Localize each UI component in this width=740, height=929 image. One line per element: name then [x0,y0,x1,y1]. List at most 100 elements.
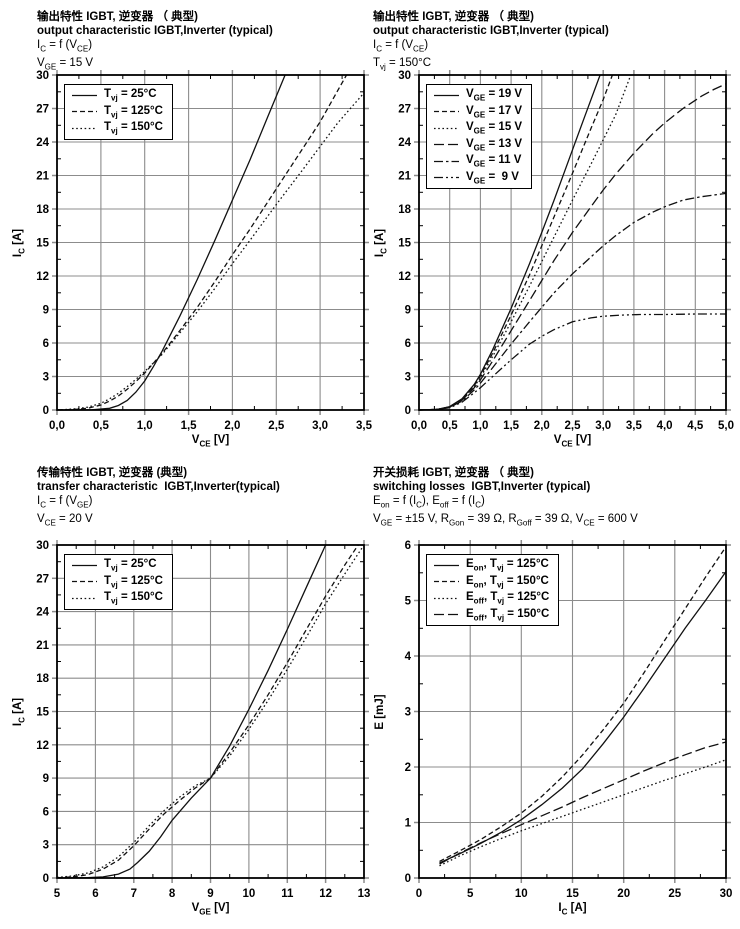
y-axis-title: E [mJ] [374,693,386,730]
x-tick-label: 11 [281,888,294,900]
legend-entry: Eoff, Tvj = 150°C [433,607,549,624]
series-line-2 [56,92,365,411]
y-tick-label: 0 [405,405,411,417]
series-line-0 [439,571,727,864]
x-tick-label: 0,0 [411,420,427,432]
chart-header: 传输特性 IGBT, 逆变器 (典型) transfer characteris… [37,466,280,531]
series-line-4 [418,192,727,411]
plot-frame [56,544,365,879]
chart-condition-2: Tvj = 150°C [373,57,432,72]
series-line-5 [418,313,726,411]
legend-label: Eoff, Tvj = 150°C [466,607,550,622]
x-tick-label: 5,0 [718,420,734,432]
legend-line-sample [72,564,97,566]
legend-entry: Tvj = 25°C [71,87,163,104]
x-tick-label: 9 [207,888,213,900]
legend-entry: Eon, Tvj = 125°C [433,557,549,574]
plot-frame [418,544,727,879]
plot-area: 0,0 0,5 1,0 1,5 2,0 2,5 3,0 3,5 0 3 6 9 12 15 18 21 24 27… [12,69,378,461]
x-tick-label: 6 [92,888,98,900]
y-tick-label: 6 [43,338,49,350]
x-axis-title: VGE [V] [191,902,230,917]
legend: Tvj = 25°C Tvj = 125°C Tvj = 150°C [64,84,173,140]
chart-title-en: transfer characteristic IGBT,Inverter(ty… [37,481,280,493]
y-tick-label: 15 [36,707,49,719]
legend-line-sample [72,581,97,583]
series-line-1 [56,74,348,411]
legend-entry: Tvj = 150°C [71,590,163,607]
plot-svg: 0 5 10 15 20 25 30 0 1 2 3 4 5 6 [405,540,733,900]
x-tick-label: 30 [720,888,733,900]
legend-entry: VGE = 17 V [433,104,522,121]
legend-label: Tvj = 125°C [104,104,163,119]
chart-title-en: output characteristic IGBT,Inverter (typ… [373,25,609,37]
plot-area: 0,0 0,5 1,0 1,5 2,0 2,5 3,0 3,5 4,0 4,5 5,0 0 3 6 9 12 1… [374,69,740,461]
chart-title-zh: 输出特性 IGBT, 逆变器 （ 典型) [37,11,198,23]
plot-area: 5 6 7 8 9 10 11 12 13 0 3 6 9 12 15 18 21 24 27 30 VGE [V] IC… [12,539,378,929]
legend-entry: Tvj = 125°C [71,574,163,591]
series-line-0 [56,544,327,879]
legend-line-sample [72,111,97,113]
series-line-3 [439,741,727,865]
y-axis-title: IC [A] [374,228,389,257]
y-tick-label: 0 [43,405,49,417]
x-tick-label: 13 [358,888,371,900]
y-tick-label: 12 [36,740,49,752]
series-line-1 [56,544,359,879]
chart-title-zh: 传输特性 IGBT, 逆变器 (典型) [37,467,188,479]
y-tick-label: 9 [43,305,49,317]
legend-label: VGE = 13 V [466,137,523,152]
x-axis-title: VCE [V] [553,434,592,449]
legend-line-sample [434,127,459,129]
x-tick-label: 4,5 [687,420,704,432]
legend-label: VGE = 15 V [466,121,523,136]
legend-label: Eon, Tvj = 150°C [466,574,549,589]
y-tick-label: 24 [398,137,411,149]
chart-condition-2: VGE = 15 V [37,57,94,72]
chart-condition-1: IC = f (VGE) [37,495,93,510]
series-line-1 [439,546,727,862]
legend-line-sample [434,111,459,113]
legend-label: VGE = 19 V [466,88,523,103]
chart-condition-1: IC = f (VCE) [373,39,429,54]
chart-title-en: output characteristic IGBT,Inverter (typ… [37,25,273,37]
series-line-3 [418,83,727,411]
legend: VGE = 19 V VGE = 17 V VGE = 15 V VGE = 13 V… [426,84,533,189]
chart-output-characteristic-vge-family: 输出特性 IGBT, 逆变器 （ 典型) output characterist… [370,0,740,459]
legend-line-sample [72,597,97,599]
legend-label: Tvj = 25°C [104,558,157,573]
x-tick-label: 1,0 [472,420,488,432]
legend-line-sample [72,94,97,96]
y-tick-label: 3 [405,372,411,384]
series-line-2 [56,544,365,879]
y-tick-label: 1 [405,818,412,830]
chart-switching-losses: 开关损耗 IGBT, 逆变器 （ 典型) switching losses IG… [370,459,740,918]
x-axis-title: IC [A] [558,902,587,917]
y-tick-label: 4 [405,651,412,663]
legend-line-sample [72,127,97,129]
y-tick-label: 6 [43,806,49,818]
chart-condition-1: Eon = f (IC), Eoff = f (IC) [373,495,485,510]
legend-label: Tvj = 125°C [104,574,163,589]
x-tick-label: 3,0 [312,420,328,432]
series-line-0 [56,74,286,411]
x-tick-label: 3,0 [595,420,611,432]
legend-label: VGE = 11 V [466,154,522,169]
plot-area: 0 5 10 15 20 25 30 0 1 2 3 4 5 6 IC [A] E [mJ] Eon, Tvj … [374,539,740,929]
x-tick-label: 2,5 [268,420,285,432]
x-tick-label: 12 [319,888,332,900]
legend-line-sample [434,177,459,179]
x-tick-label: 8 [169,888,176,900]
legend-entry: VGE = 9 V [433,170,522,187]
x-tick-label: 0 [416,888,422,900]
legend-label: VGE = 17 V [466,104,523,119]
x-tick-label: 20 [617,888,630,900]
legend-label: Tvj = 150°C [104,591,163,606]
legend-entry: Tvj = 150°C [71,120,163,137]
x-tick-label: 1,0 [137,420,153,432]
y-tick-label: 0 [43,873,49,885]
y-tick-label: 9 [405,305,411,317]
legend-line-sample [434,564,459,566]
y-tick-label: 21 [36,171,49,183]
y-tick-label: 0 [405,873,411,885]
